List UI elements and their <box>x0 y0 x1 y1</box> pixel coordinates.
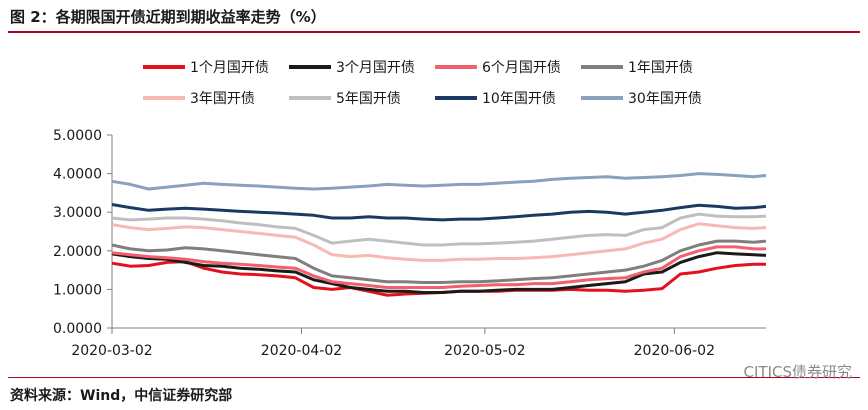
legend-item: 5年国开债 <box>289 91 401 107</box>
series-line-7 <box>111 172 767 191</box>
series-line-5 <box>111 212 767 247</box>
legend-label: 3年国开债 <box>190 91 255 107</box>
legend-item: 3年国开债 <box>143 91 255 107</box>
figure-title: 图 2：各期限国开债近期到期收益率走势（%） <box>10 8 326 26</box>
y-tick-label: 4.0000 <box>53 167 102 183</box>
legend-label: 1年国开债 <box>628 60 693 76</box>
watermark: CITICS债券研究 <box>743 363 852 381</box>
legend-item: 30年国开债 <box>581 91 702 107</box>
legend-label: 3个月国开债 <box>336 60 415 76</box>
footer-rule <box>8 377 860 378</box>
legend-label: 10年国开债 <box>482 91 556 107</box>
legend-label: 5年国开债 <box>336 91 401 107</box>
x-axis: 2020-03-02 2020-04-02 2020-05-02 2020-06-02 <box>71 327 766 359</box>
legend-item: 10年国开债 <box>435 91 556 107</box>
x-tick-label: 2020-03-02 <box>71 343 152 359</box>
y-tick-label: 0.0000 <box>53 321 102 337</box>
series-line-2 <box>111 245 766 289</box>
legend-item: 3个月国开债 <box>289 60 415 76</box>
series-line-1 <box>111 251 767 294</box>
y-axis: 0.0000 1.0000 2.0000 3.0000 4.0000 5.0000 <box>53 128 113 337</box>
y-tick-label: 3.0000 <box>53 205 102 221</box>
legend-label: 30年国开债 <box>628 91 702 107</box>
chart-legend: 1个月国开债 3个月国开债 6个月国开债 1年国开债 3年国开债 5年国开债 10年国开债 3… <box>143 60 702 107</box>
source-note: 资料来源：Wind，中信证券研究部 <box>10 388 233 404</box>
x-tick-label: 2020-05-02 <box>444 343 525 359</box>
legend-label: 6个月国开债 <box>482 60 561 76</box>
legend-item: 1年国开债 <box>581 60 693 76</box>
legend-label: 1个月国开债 <box>190 60 269 76</box>
y-tick-label: 5.0000 <box>53 128 102 144</box>
title-rule <box>8 31 860 33</box>
series-lines <box>111 172 767 297</box>
x-tick-label: 2020-06-02 <box>634 343 715 359</box>
series-line-6 <box>111 203 767 222</box>
legend-item: 1个月国开债 <box>143 60 269 76</box>
y-tick-label: 2.0000 <box>53 244 102 260</box>
x-tick-label: 2020-04-02 <box>261 343 342 359</box>
series-line-4 <box>111 222 767 262</box>
series-line-3 <box>111 239 767 284</box>
y-tick-label: 1.0000 <box>53 282 102 298</box>
legend-item: 6个月国开债 <box>435 60 561 76</box>
